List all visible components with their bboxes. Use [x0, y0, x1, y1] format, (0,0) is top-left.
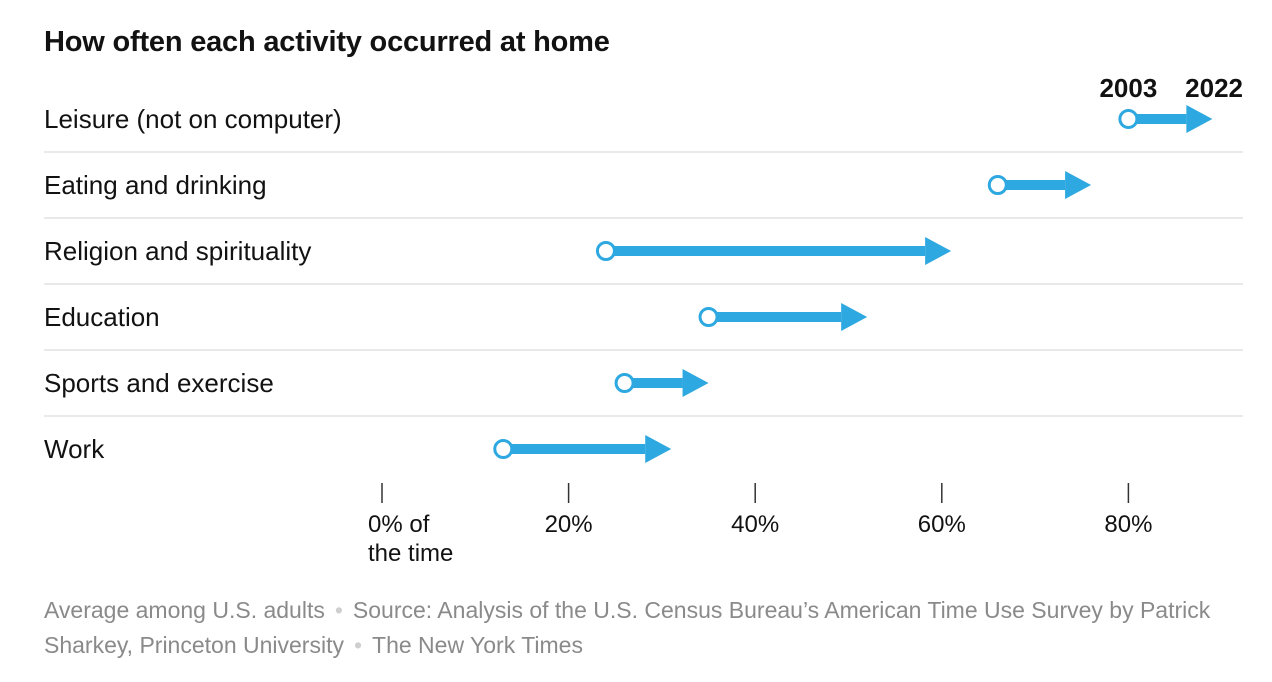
- x-axis-tick-label: 20%: [545, 511, 593, 538]
- x-axis-tick-label: 40%: [731, 511, 779, 538]
- legend-label-2022: 2022: [1185, 73, 1243, 103]
- start-point-2003: [987, 175, 1008, 195]
- change-arrow-shaft: [503, 444, 646, 454]
- footer-credit: The New York Times: [372, 632, 583, 658]
- change-arrow-shaft: [605, 246, 926, 256]
- category-label: Work: [44, 434, 105, 464]
- change-arrow-head: [645, 435, 672, 463]
- x-axis-tick-label: 60%: [918, 511, 966, 538]
- footer-source: Source: Analysis of the U.S. Census Bure…: [44, 597, 1211, 658]
- change-arrow-head: [1186, 105, 1213, 133]
- category-label: Leisure (not on computer): [44, 104, 342, 134]
- category-label: Religion and spirituality: [44, 236, 311, 266]
- footer-separator-dot: •: [353, 632, 363, 658]
- chart-title: How often each activity occurred at home: [44, 26, 610, 58]
- change-arrow-shaft: [624, 378, 683, 388]
- start-point-2003: [493, 439, 514, 459]
- category-label: Education: [44, 302, 160, 332]
- change-arrow-head: [1065, 171, 1092, 199]
- change-arrow-shaft: [997, 180, 1066, 190]
- start-point-2003: [1118, 109, 1139, 129]
- change-arrow-head: [925, 237, 952, 265]
- category-label: Eating and drinking: [44, 170, 267, 200]
- x-axis-tick-label: 0% of the time: [368, 511, 453, 567]
- change-arrow-head: [841, 303, 868, 331]
- change-arrow-shaft: [708, 312, 842, 322]
- footer-note: Average among U.S. adults: [44, 597, 325, 623]
- change-arrow-head: [682, 369, 709, 397]
- start-point-2003: [595, 241, 616, 261]
- change-arrow-shaft: [1128, 114, 1187, 124]
- legend-label-2003: 2003: [1099, 73, 1157, 103]
- start-point-2003: [698, 307, 719, 327]
- footer-separator-dot: •: [334, 597, 343, 623]
- x-axis-tick-label: 80%: [1104, 511, 1152, 538]
- footer: Average among U.S. adults • Source: Analys…: [44, 593, 1234, 663]
- category-label: Sports and exercise: [44, 368, 274, 398]
- start-point-2003: [614, 373, 635, 393]
